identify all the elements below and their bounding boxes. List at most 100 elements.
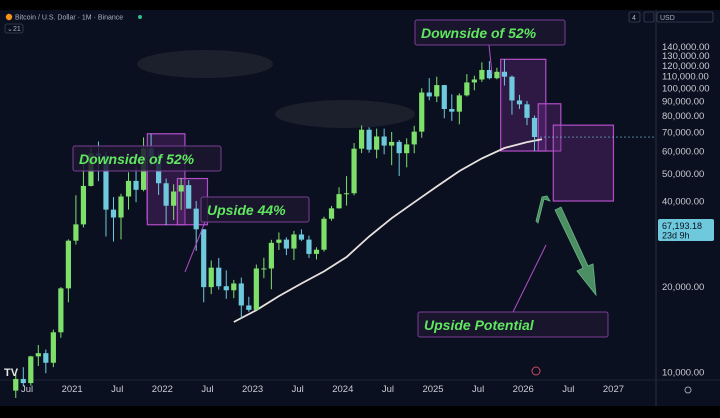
candle-body [261, 268, 267, 270]
chevron-down-icon: ⌄ [7, 26, 13, 33]
candle-body [516, 100, 523, 105]
chart-header: Bitcoin / U.S. Dollar · 1M · Binance ⌄ 2… [4, 11, 714, 34]
candle-body [163, 183, 169, 206]
event-marker-icon[interactable] [531, 366, 541, 376]
currency-selector[interactable] [656, 11, 714, 23]
callout-box [414, 19, 566, 46]
candle-body [73, 224, 79, 241]
candle-body [411, 131, 417, 145]
candle-body [20, 378, 26, 384]
x-tick-label: Jul [382, 384, 394, 395]
candle-body [509, 76, 515, 101]
current-price-tag: 67,193.18 23d 9h [658, 219, 714, 241]
blur-patch [275, 100, 415, 128]
candle-body [238, 283, 244, 306]
candle-body [449, 108, 455, 112]
y-tick-label: 70,000.00 [662, 127, 704, 138]
candle-body [479, 69, 485, 80]
callout-leader [184, 221, 206, 273]
candle-body [374, 136, 380, 150]
x-tick-label: Jul [111, 384, 123, 395]
candle-body [28, 356, 34, 384]
projection-arrows [535, 195, 597, 297]
tradingview-logo-icon: TV [4, 367, 19, 379]
y-tick-label: 140,000.00 [662, 42, 710, 53]
candle-body [366, 129, 372, 150]
candle-body [80, 185, 87, 225]
callout-box [417, 311, 609, 338]
x-tick-label: 2025 [422, 384, 443, 395]
candles [13, 59, 656, 398]
y-tick-label: 60,000.00 [662, 146, 704, 157]
candle-body [343, 193, 350, 195]
x-tick-label: 2026 [513, 384, 534, 395]
callout-leader [488, 44, 493, 75]
candle-body [524, 104, 530, 118]
candle-body [456, 95, 462, 112]
candle-body [283, 239, 290, 249]
alert-badge[interactable] [628, 11, 641, 23]
range-box [537, 103, 562, 152]
candle-body [501, 71, 508, 77]
candle-body [358, 129, 365, 149]
candle-body [208, 267, 214, 288]
y-tick-label: 20,000.00 [662, 282, 704, 293]
y-tick-label: 130,000.00 [662, 51, 710, 62]
x-tick-label: 2024 [332, 384, 353, 395]
candle-body [486, 69, 492, 79]
y-tick-label: 40,000.00 [662, 196, 704, 207]
y-tick-label: 110,000.00 [662, 72, 709, 83]
candle-body [276, 239, 282, 243]
x-tick-label: Jul [472, 384, 484, 395]
x-tick-label: Jul [562, 384, 574, 395]
candle-body [118, 196, 124, 218]
y-tick-label: 90,000.00 [662, 96, 704, 107]
candle-body [426, 92, 432, 97]
y-tick-label: 80,000.00 [662, 111, 704, 122]
currency-label: USD [660, 15, 675, 22]
callout-box [72, 145, 222, 172]
candle-body [231, 283, 237, 291]
candle-body [186, 185, 192, 209]
candle-body [313, 249, 320, 254]
compare-toggle[interactable] [643, 11, 655, 23]
candle-body [103, 155, 109, 210]
candle-body [133, 180, 139, 190]
candle-body [351, 148, 357, 194]
candle-body [13, 378, 19, 391]
moving-average [233, 138, 543, 323]
price-tag-background [658, 219, 714, 241]
x-tick-label: 2021 [62, 384, 83, 395]
candle-body [125, 180, 132, 197]
annotation-label: Downside of 52% [79, 151, 195, 167]
callout-leader [512, 244, 547, 313]
annotation-label: Upside 44% [207, 202, 286, 218]
price-tag-price: 67,193.18 [662, 221, 702, 231]
market-status-dot [138, 15, 142, 19]
annotation-callouts: Downside of 52% Upside 44% Downside of 52%… [72, 19, 609, 338]
settings-icon[interactable] [684, 386, 692, 394]
bitcoin-logo-icon [5, 13, 13, 21]
candle-body [404, 144, 410, 154]
x-tick-label: 2023 [242, 384, 263, 395]
y-axis: 10,000.0020,000.0030,000.0040,000.0050,0… [662, 42, 710, 378]
candle-body [223, 286, 229, 291]
candle-body [58, 288, 64, 333]
y-tick-label: 10,000.00 [662, 367, 704, 378]
indicator-toggle[interactable] [4, 23, 24, 34]
candle-body [43, 353, 49, 363]
x-axis: Jul 2021 Jul 2022 Jul 2023 Jul 2024 Jul 2025 Jul 20… [21, 384, 624, 395]
candle-body [434, 85, 440, 97]
candle-body [291, 234, 297, 249]
annotation-label: Upside Potential [424, 317, 535, 333]
candle-body [441, 85, 447, 109]
y-tick-label: 100,000.00 [662, 83, 710, 94]
candle-body [336, 194, 342, 209]
candle-body [110, 209, 117, 218]
y-tick-label: 120,000.00 [662, 61, 710, 72]
candle-body [396, 141, 402, 154]
candle-body [471, 79, 477, 83]
x-tick-label: 2022 [152, 384, 173, 395]
